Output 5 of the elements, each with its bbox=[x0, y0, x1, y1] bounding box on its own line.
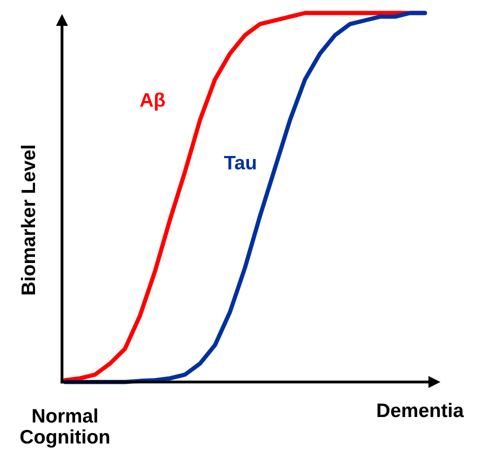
text: Normal Cognition bbox=[20, 408, 110, 448]
series-label: Tau bbox=[224, 156, 256, 170]
y-axis-title: Biomarker Level bbox=[20, 146, 36, 294]
series-label: Aβ bbox=[140, 92, 165, 111]
text: Dementia bbox=[378, 402, 464, 418]
